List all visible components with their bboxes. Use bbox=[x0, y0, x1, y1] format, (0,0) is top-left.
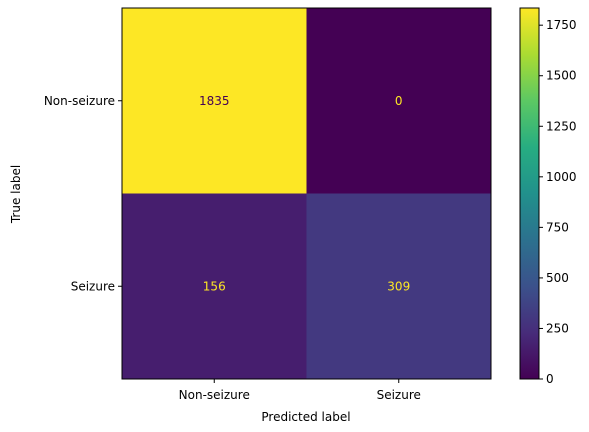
x-tick-label: Non-seizure bbox=[179, 388, 250, 402]
cell-value-label: 1835 bbox=[199, 94, 230, 108]
colorbar-tick-label: 0 bbox=[546, 372, 554, 386]
x-axis-ticks: Non-seizure Seizure bbox=[179, 379, 421, 402]
heatmap-cells bbox=[122, 8, 491, 379]
x-tick-label: Seizure bbox=[377, 388, 421, 402]
colorbar-ticks: 0 250 500 750 1000 1250 1500 1750 bbox=[539, 18, 577, 386]
y-axis-ticks: Non-seizure Seizure bbox=[44, 94, 122, 294]
colorbar-tick-label: 750 bbox=[546, 220, 569, 234]
cell-value-label: 0 bbox=[395, 94, 403, 108]
cell-value-label: 309 bbox=[387, 279, 410, 293]
colorbar-tick-label: 1000 bbox=[546, 170, 577, 184]
colorbar-tick-label: 1750 bbox=[546, 18, 577, 32]
x-axis-label: Predicted label bbox=[261, 410, 350, 424]
colorbar-tick-label: 1250 bbox=[546, 119, 577, 133]
y-tick-label: Non-seizure bbox=[44, 94, 115, 108]
colorbar-tick-label: 1500 bbox=[546, 69, 577, 83]
colorbar bbox=[520, 8, 539, 379]
y-tick-label: Seizure bbox=[71, 279, 115, 293]
y-axis-label: True label bbox=[9, 165, 23, 224]
colorbar-tick-label: 500 bbox=[546, 271, 569, 285]
colorbar-tick-label: 250 bbox=[546, 321, 569, 335]
cell-value-label: 156 bbox=[203, 279, 226, 293]
